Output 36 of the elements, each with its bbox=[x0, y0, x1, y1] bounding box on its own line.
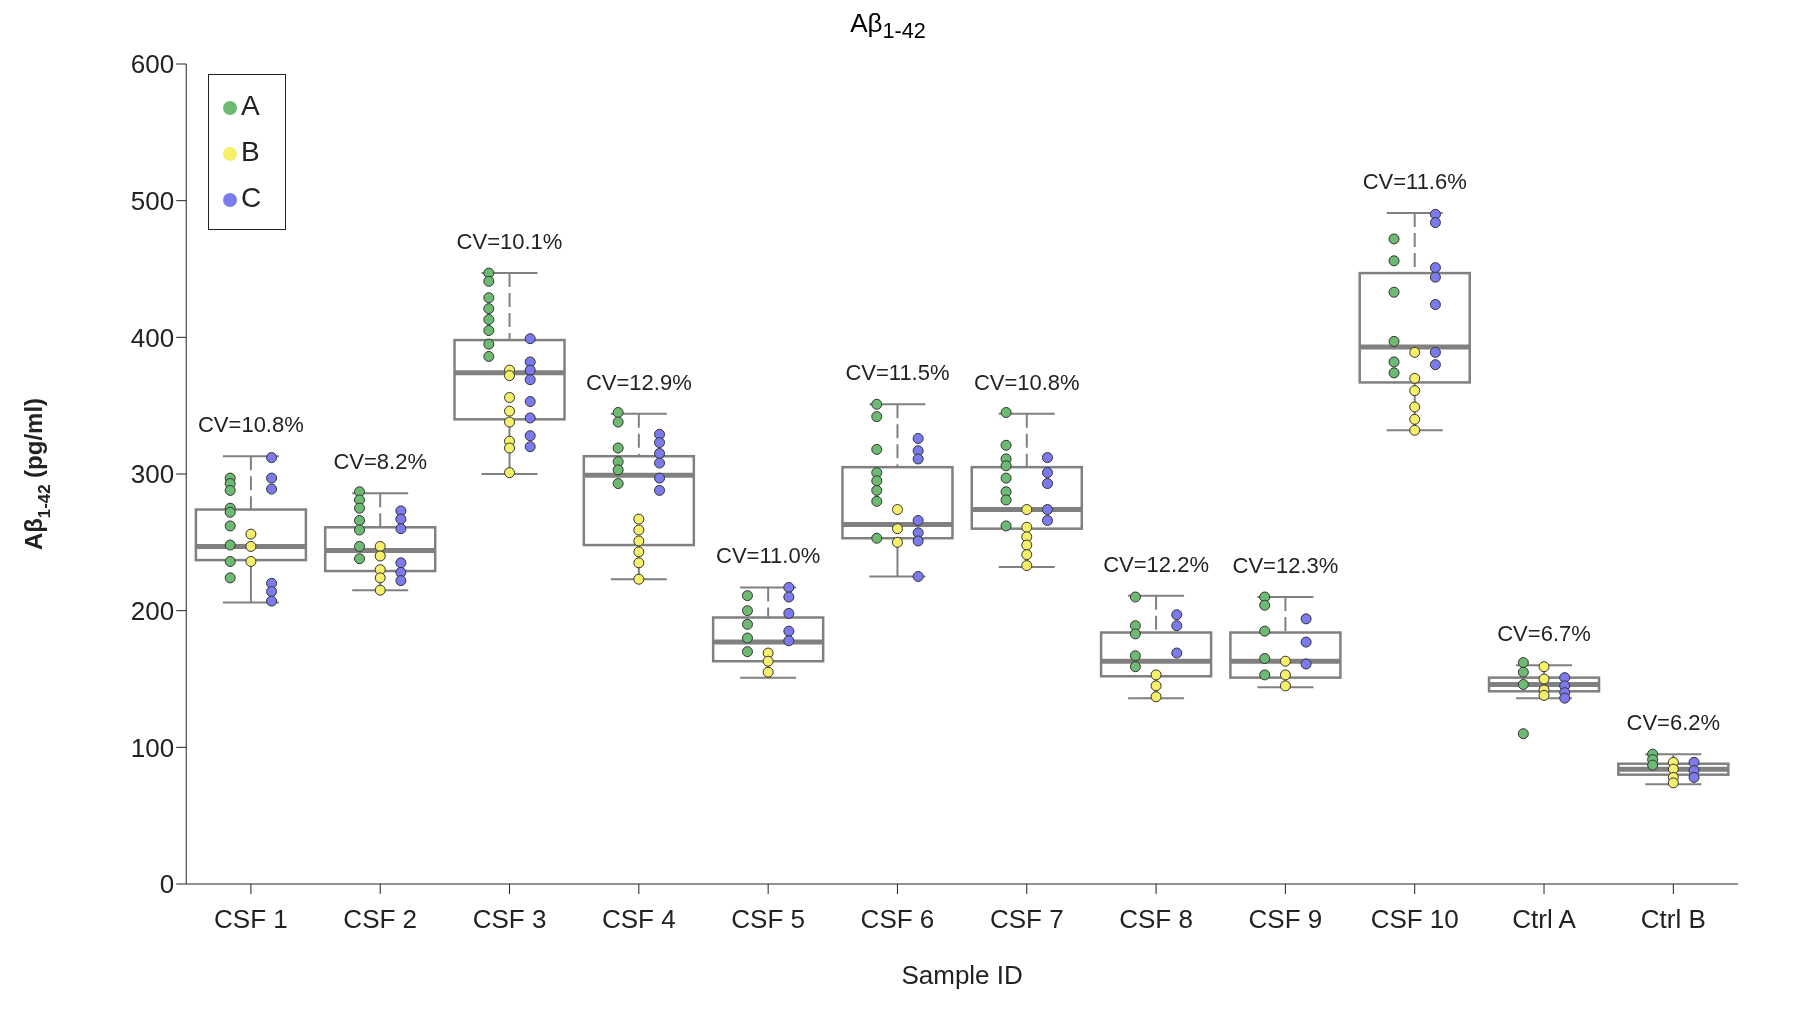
x-tick-label: CSF 8 bbox=[1119, 904, 1193, 935]
x-tick-label: CSF 9 bbox=[1248, 904, 1323, 935]
annotation: CV=12.9% bbox=[585, 369, 692, 395]
x-tick-label: CSF 3 bbox=[472, 904, 547, 935]
x-tick-label: Ctrl A bbox=[1512, 904, 1577, 935]
x-tick-label: CSF 6 bbox=[860, 904, 935, 935]
y-tick-label: 100 bbox=[130, 732, 175, 763]
y-tick-label: 200 bbox=[130, 595, 175, 626]
legend-label: A bbox=[241, 90, 260, 121]
legend-label: C bbox=[241, 182, 262, 213]
annotation: CV=10.8% bbox=[197, 412, 304, 438]
annotation: CV=6.7% bbox=[1497, 621, 1591, 647]
y-tick-label: 500 bbox=[130, 185, 175, 216]
annotation: CV=12.3% bbox=[1232, 553, 1339, 578]
x-tick-label: CSF 10 bbox=[1370, 904, 1459, 935]
annotation: CV=10.8% bbox=[973, 369, 1080, 395]
y-tick-label: 300 bbox=[130, 459, 175, 490]
annotation: CV=12.2% bbox=[1103, 551, 1209, 577]
y-tick-label: 600 bbox=[130, 49, 175, 80]
x-tick-label: CSF 1 bbox=[214, 904, 288, 935]
annotation: CV=11.5% bbox=[845, 360, 950, 386]
x-tick-label: Ctrl B bbox=[1640, 904, 1706, 935]
y-tick-label: 400 bbox=[130, 322, 175, 353]
annotation: CV=6.2% bbox=[1626, 710, 1721, 736]
x-tick-label: CSF 2 bbox=[343, 904, 418, 935]
annotation: CV=11.6% bbox=[1362, 168, 1467, 194]
annotation: CV=10.1% bbox=[456, 229, 563, 255]
legend-label: B bbox=[241, 136, 260, 167]
y-tick-label: 0 bbox=[159, 869, 175, 900]
annotation: CV=8.2% bbox=[333, 449, 427, 475]
x-tick-label: CSF 4 bbox=[601, 904, 676, 935]
annotation: CV=11.0% bbox=[716, 543, 821, 569]
x-tick-label: CSF 5 bbox=[731, 904, 805, 935]
chart-title: Aβ$_{1-42}$ bbox=[849, 8, 927, 44]
x-tick-label: CSF 7 bbox=[989, 904, 1064, 935]
x-axis-title: Sample ID bbox=[901, 960, 1023, 990]
